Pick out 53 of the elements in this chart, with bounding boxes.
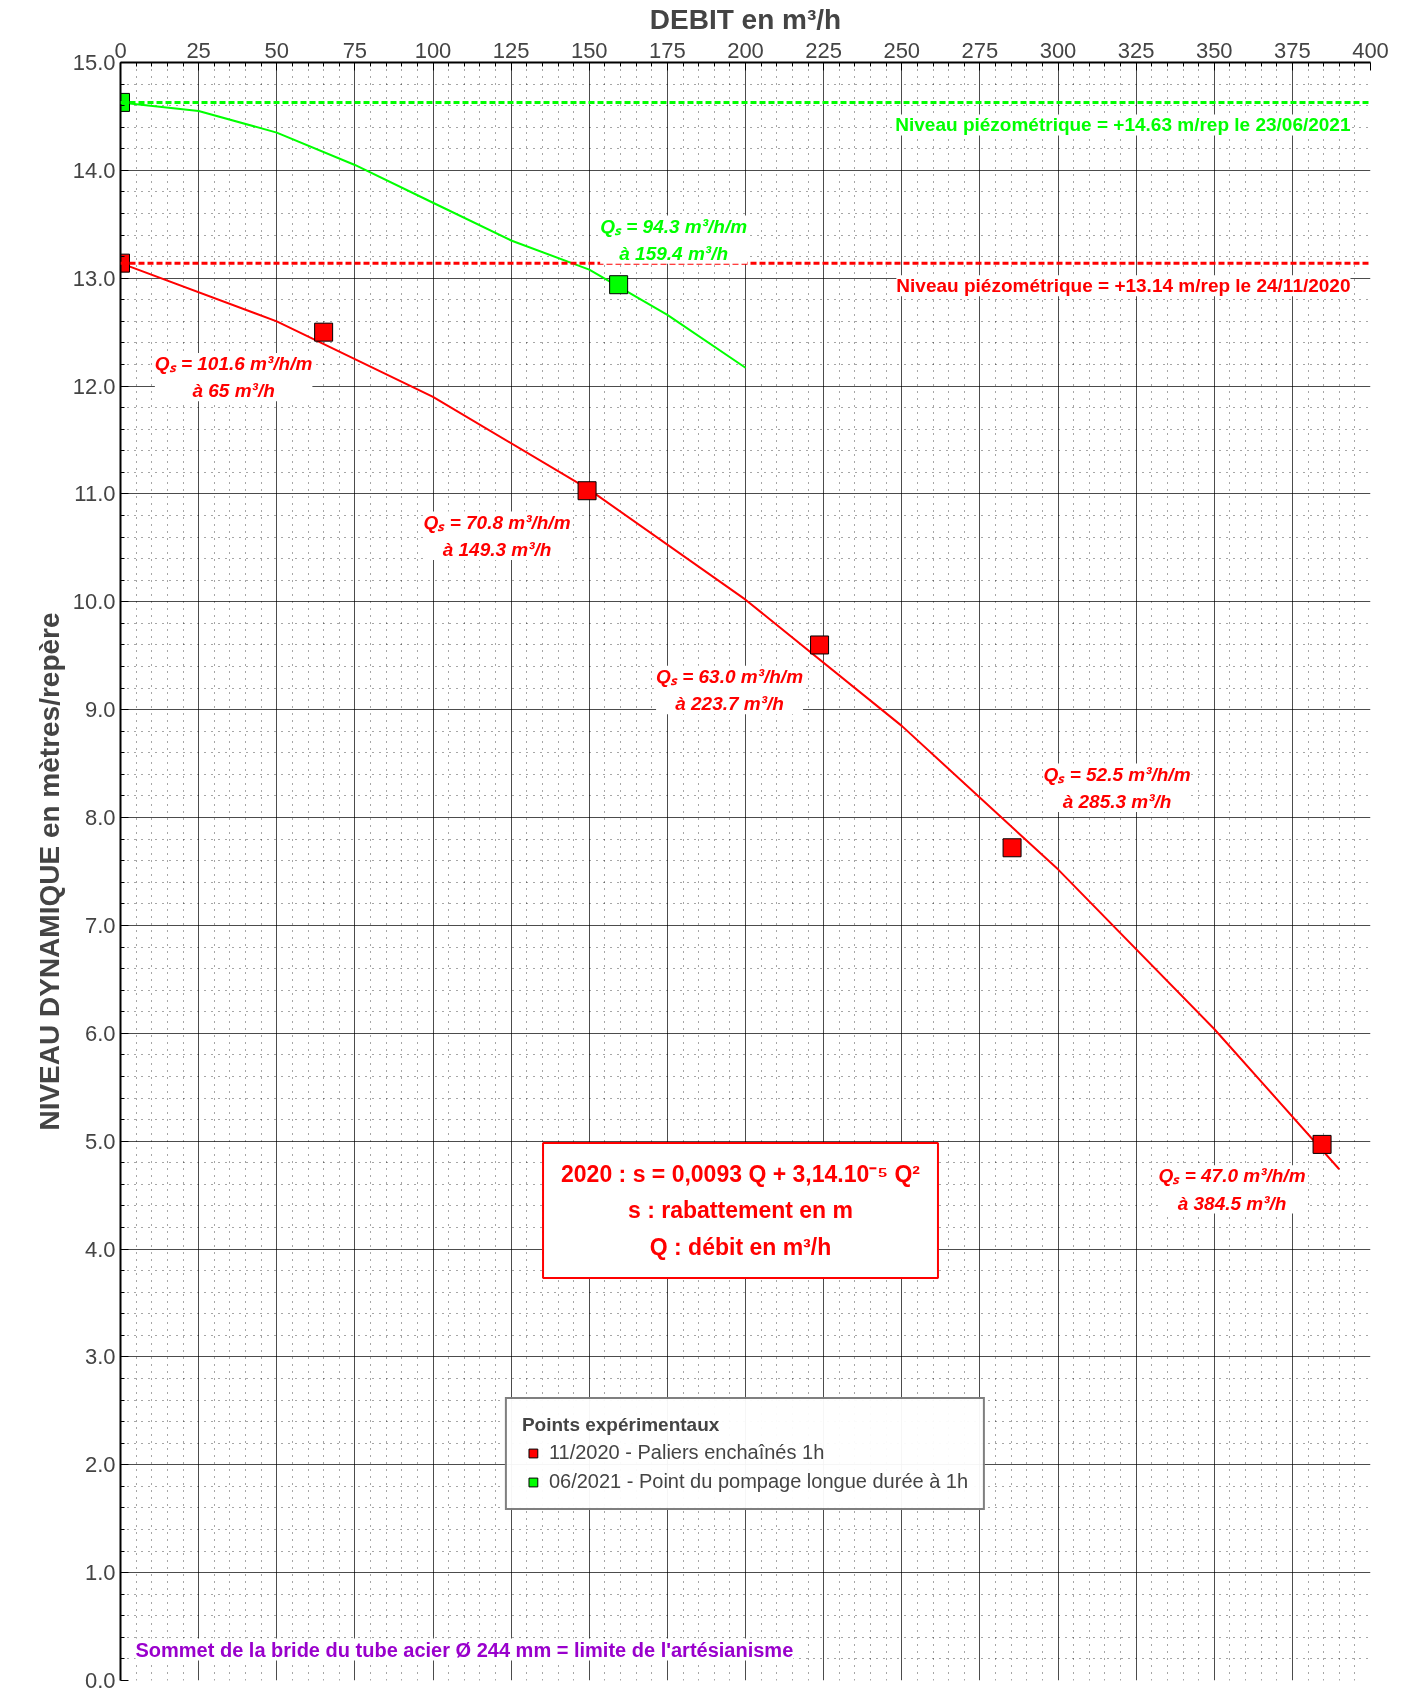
annotation: Qₛ = 63.0 m³/h/m à 223.7 m³/h — [656, 665, 804, 715]
annotation: Qₛ = 70.8 m³/h/m à 149.3 m³/h — [423, 511, 571, 560]
y-tick-label: 5.0 — [84, 1128, 116, 1154]
y-tick-label: 3.0 — [84, 1344, 116, 1370]
x-tick-label: 300 — [1039, 37, 1077, 63]
y-tick-label: 13.0 — [72, 265, 116, 291]
y-tick-label: 12.0 — [72, 373, 116, 399]
legend-label: 11/2020 - Paliers enchaînés 1h — [548, 1441, 825, 1464]
x-tick-label: 400 — [1352, 37, 1389, 63]
x-tick-label: 225 — [805, 37, 842, 63]
y-tick-label: 7.0 — [84, 912, 116, 938]
x-tick-label: 375 — [1274, 37, 1311, 63]
y-axis-title: NIVEAU DYNAMIQUE en mètres/repère — [33, 612, 65, 1131]
x-tick-label: 100 — [414, 37, 452, 63]
x-tick-label: 0 — [114, 37, 127, 63]
x-tick-label: 250 — [883, 37, 921, 63]
x-tick-label: 275 — [961, 37, 999, 63]
y-tick-label: 9.0 — [84, 697, 116, 723]
y-tick-label: 0.0 — [84, 1668, 116, 1693]
y-tick-label: 10.0 — [72, 589, 116, 615]
x-tick-label: 50 — [264, 37, 289, 63]
x-axis-title: DEBIT en m³/h — [649, 3, 842, 35]
y-tick-label: 15.0 — [72, 50, 116, 75]
annotation: Sommet de la bride du tube acier Ø 244 mm = limite de l'artésianisme — [135, 1638, 794, 1661]
y-tick-label: 8.0 — [84, 805, 116, 831]
annotation: Qₛ = 94.3 m³/h/m à 159.4 m³/h — [600, 215, 748, 264]
y-tick-label: 11.0 — [74, 481, 116, 507]
legend-title: Points expérimentaux — [521, 1414, 721, 1436]
y-tick-label: 1.0 — [84, 1560, 116, 1586]
x-tick-label: 125 — [492, 37, 530, 63]
x-tick-label: 350 — [1195, 37, 1233, 63]
point — [1312, 1134, 1332, 1154]
x-tick-label: 25 — [186, 37, 211, 63]
y-tick-label: 6.0 — [84, 1020, 116, 1046]
annotation: Qₛ = 101.6 m³/h/m à 65 m³/h — [154, 353, 313, 402]
y-tick-label: 14.0 — [72, 157, 116, 183]
ref-line-label: Niveau piézométrique = +14.63 m/rep le 23/06/2021 — [895, 114, 1351, 136]
x-tick-label: 75 — [342, 37, 368, 63]
point — [314, 322, 334, 342]
legend-label: 06/2021 - Point du pompage longue durée à 1h — [548, 1470, 969, 1493]
point — [1002, 838, 1022, 858]
annotation: 2020 : s = 0,0093 Q + 3,14.10⁻⁵ Q² s : rabattement en m Q : débit en m³/h — [561, 1161, 921, 1260]
annotation: Qₛ = 52.5 m³/h/m à 285.3 m³/h — [1043, 763, 1191, 812]
ref-line-label: Niveau piézométrique = +13.14 m/rep le 24/11/2020 — [896, 275, 1351, 297]
point — [577, 481, 597, 501]
x-tick-label: 200 — [727, 37, 764, 63]
x-tick-label: 150 — [570, 37, 608, 63]
y-tick-label: 2.0 — [84, 1452, 116, 1478]
x-tick-label: 175 — [649, 37, 686, 63]
x-tick-label: 325 — [1117, 37, 1155, 63]
y-tick-label: 4.0 — [84, 1236, 116, 1262]
annotation: Qₛ = 47.0 m³/h/m à 384.5 m³/h — [1158, 1165, 1306, 1214]
point — [810, 635, 830, 655]
